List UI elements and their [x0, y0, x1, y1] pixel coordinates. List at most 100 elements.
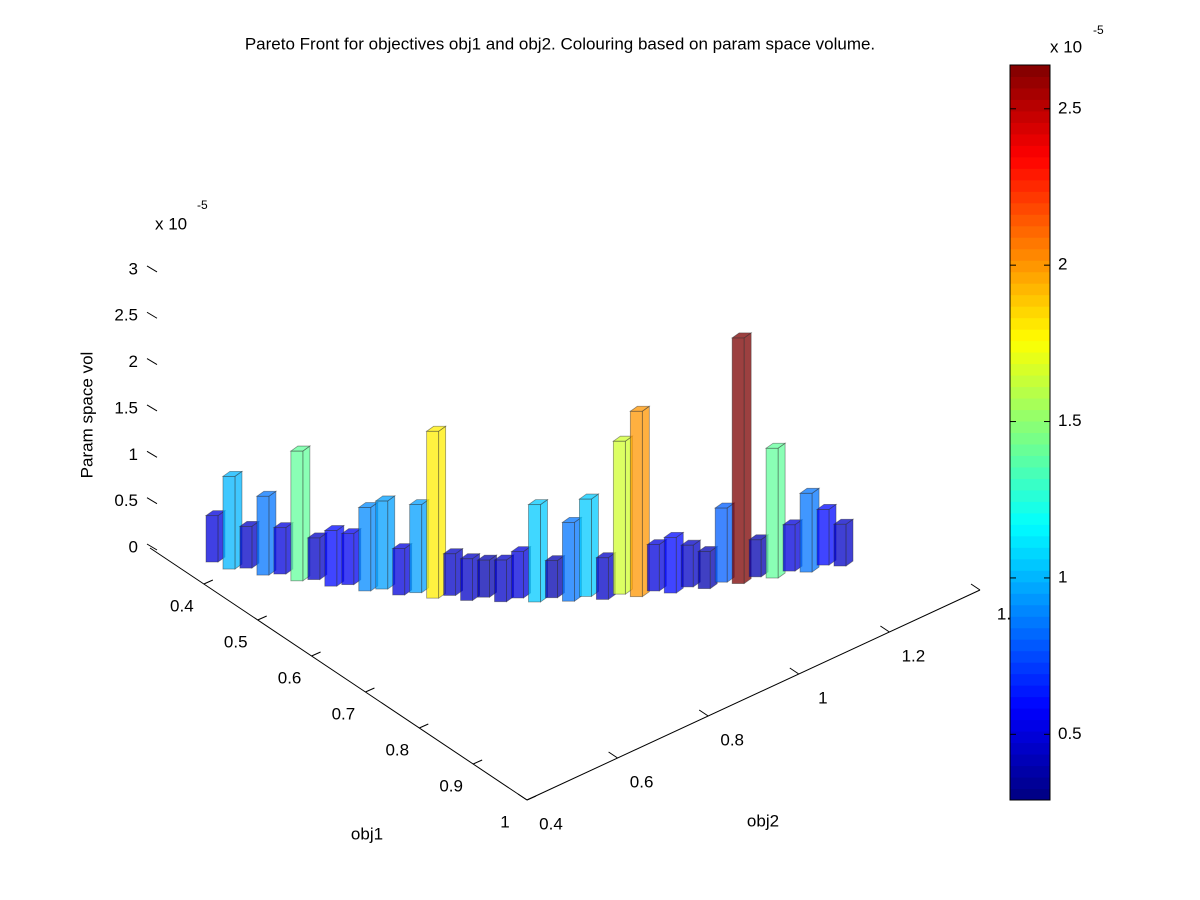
colorbar-band — [1010, 777, 1050, 790]
colorbar-band — [1010, 145, 1050, 158]
colorbar-scale-exponent: -5 — [1093, 23, 1104, 37]
bar — [477, 559, 490, 598]
bar-top — [815, 504, 838, 510]
bar-top — [629, 405, 651, 412]
bar — [545, 560, 558, 599]
bar — [324, 530, 338, 587]
bar-top — [221, 470, 244, 477]
colorbar-band — [1010, 708, 1050, 721]
y-axis-label: obj2 — [747, 811, 779, 830]
bar — [511, 551, 524, 599]
colorbar-tick-label: 0.5 — [1058, 724, 1082, 743]
bar — [782, 524, 796, 572]
bar-top — [442, 548, 464, 555]
y-tick — [517, 793, 528, 801]
y-tick-label: 1. — [997, 604, 1011, 623]
colorbar-band — [1010, 122, 1050, 135]
colorbar-band — [1010, 455, 1050, 468]
colorbar-band — [1010, 421, 1050, 433]
colorbar-band — [1010, 260, 1050, 273]
bar — [765, 447, 779, 579]
bar-top — [663, 532, 685, 538]
bar-side — [845, 518, 854, 567]
bar-top — [798, 487, 821, 494]
bar — [595, 557, 609, 600]
bar — [443, 553, 457, 596]
colorbar-band — [1010, 570, 1050, 583]
y-tick-label: 0.4 — [539, 814, 563, 833]
bar — [697, 551, 711, 590]
bar — [341, 533, 355, 586]
z-tick — [146, 358, 158, 366]
bar-top — [832, 518, 855, 525]
colorbar-band — [1010, 271, 1050, 284]
z-tick — [146, 497, 158, 505]
colorbar-band — [1010, 237, 1050, 250]
colorbar-band — [1010, 650, 1050, 663]
bar — [731, 337, 745, 584]
bar — [273, 527, 287, 575]
bar-top — [255, 490, 278, 497]
bar — [714, 507, 728, 583]
colorbar-band — [1010, 627, 1050, 640]
bar — [426, 430, 440, 599]
x-tick-label: 0.7 — [332, 704, 356, 723]
colorbar-band — [1010, 719, 1050, 732]
bar — [392, 548, 406, 596]
bar-top — [289, 445, 312, 452]
colorbar-tick-label: 1 — [1058, 567, 1067, 586]
colorbar-band — [1010, 639, 1050, 652]
colorbar-tick-label: 2.5 — [1058, 98, 1082, 117]
x-tick-label: 1 — [500, 812, 509, 831]
colorbar-tick-label: 1.5 — [1058, 411, 1082, 430]
colorbar-band — [1010, 99, 1050, 112]
colorbar-band — [1010, 156, 1050, 169]
bar — [494, 559, 507, 603]
x-tick-label: 0.4 — [170, 596, 194, 615]
colorbar-band — [1010, 409, 1050, 422]
z-scale-exponent: -5 — [197, 198, 208, 212]
bar-top — [578, 493, 600, 500]
colorbar-band — [1010, 87, 1050, 100]
chart-title: Pareto Front for objectives obj1 and obj… — [245, 34, 875, 53]
y-tick-label: 1.2 — [902, 646, 926, 665]
bar — [562, 521, 575, 602]
bar-top — [374, 495, 396, 502]
bar — [646, 544, 660, 592]
colorbar-frame — [1009, 64, 1051, 801]
colorbar-band — [1010, 754, 1050, 767]
colorbar-band — [1010, 398, 1050, 411]
x-tick-label: 0.9 — [439, 776, 463, 795]
colorbar-band — [1010, 581, 1050, 594]
colorbar-band — [1010, 363, 1050, 376]
z-tick-label: 0.5 — [114, 491, 138, 510]
colorbar-band — [1010, 788, 1050, 801]
bar — [358, 507, 372, 592]
colorbar-band — [1010, 191, 1050, 204]
colorbar-band — [1010, 294, 1050, 307]
colorbar-band — [1010, 765, 1050, 778]
colorbar-band — [1010, 535, 1050, 548]
colorbar-band — [1010, 501, 1050, 514]
colorbar-band — [1010, 179, 1050, 192]
y-tick — [970, 583, 981, 591]
colorbar-band — [1010, 547, 1050, 560]
bar-top — [730, 332, 753, 339]
colorbar-band — [1010, 466, 1050, 479]
bar-top — [679, 539, 702, 546]
z-axis-label: Param space vol — [77, 352, 96, 479]
colorbar-band — [1010, 512, 1050, 525]
bar — [833, 523, 847, 567]
z-scale-text: x 10 — [155, 214, 187, 233]
bar — [579, 498, 592, 597]
y-tick — [789, 667, 800, 675]
colorbar-band — [1010, 65, 1050, 77]
colorbar-band — [1010, 110, 1050, 123]
colorbar-band — [1010, 443, 1050, 456]
colorbar-band — [1010, 685, 1050, 698]
x-tick — [365, 687, 375, 693]
z-tick — [146, 450, 158, 458]
bar — [239, 525, 253, 569]
bar — [748, 539, 762, 578]
colorbar-tick-label: 2 — [1058, 255, 1067, 274]
